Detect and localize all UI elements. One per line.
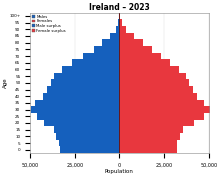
Legend: Males, Females, Male surplus, Female surplus: Males, Females, Male surplus, Female sur… bbox=[32, 15, 66, 33]
Title: Ireland – 2023: Ireland – 2023 bbox=[89, 3, 150, 12]
Y-axis label: Age: Age bbox=[3, 78, 8, 88]
X-axis label: Population: Population bbox=[105, 169, 134, 174]
